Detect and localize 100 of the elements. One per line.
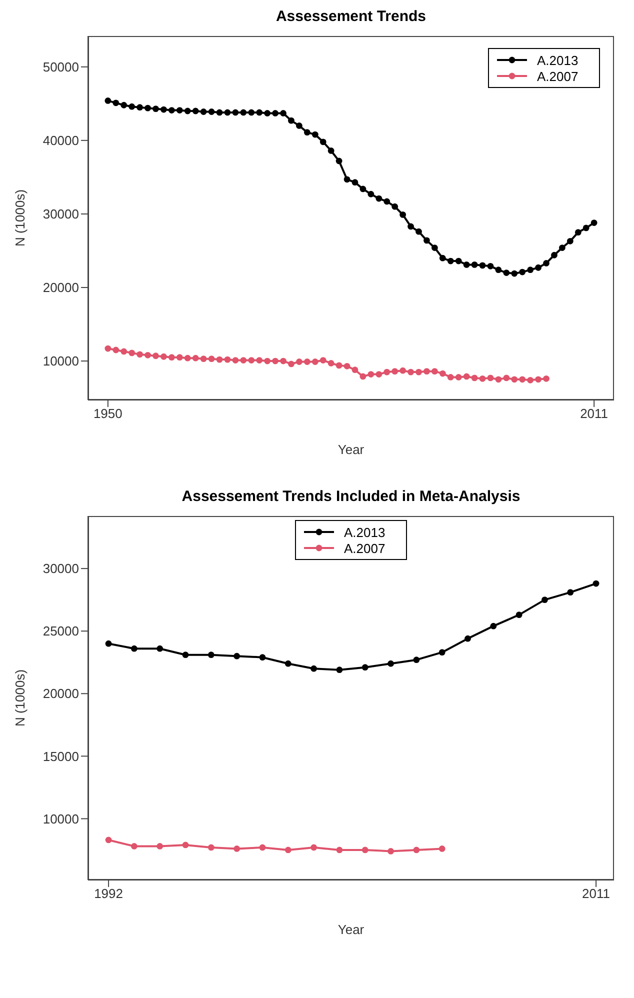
point	[104, 345, 112, 352]
point	[160, 353, 167, 360]
point	[152, 352, 159, 360]
legend-label: A.2007	[344, 540, 386, 556]
point	[259, 844, 266, 851]
point	[259, 654, 266, 661]
y-tick-label: 25000	[42, 624, 79, 639]
point	[310, 844, 317, 851]
point	[400, 367, 406, 374]
point	[208, 652, 214, 658]
point	[128, 350, 136, 356]
y-axis-title: N (1000s)	[12, 189, 28, 247]
point	[312, 358, 318, 365]
point	[464, 635, 471, 642]
point	[527, 376, 534, 384]
point	[511, 376, 518, 383]
point	[176, 354, 183, 361]
point	[105, 640, 112, 647]
point	[284, 660, 292, 667]
y-axis-title: N (1000s)	[12, 669, 28, 727]
legend-label: A.2013	[537, 52, 578, 68]
point	[182, 652, 189, 658]
x-axis-title: Year	[338, 442, 365, 457]
point	[208, 844, 214, 851]
y-tick-label: 10000	[42, 811, 79, 826]
y-tick-label: 30000	[42, 561, 79, 576]
point	[362, 664, 368, 671]
point	[112, 346, 120, 354]
point	[344, 362, 350, 370]
point	[431, 368, 438, 375]
point	[232, 357, 239, 364]
point	[463, 373, 470, 380]
point	[304, 358, 310, 365]
point	[388, 660, 394, 667]
point	[200, 356, 207, 362]
point	[336, 846, 343, 854]
point	[567, 589, 574, 596]
point	[424, 368, 430, 375]
y-tick-label: 15000	[42, 748, 79, 764]
point	[130, 645, 138, 652]
y-tick-label: 20000	[42, 686, 79, 702]
point	[388, 848, 394, 854]
point	[136, 351, 144, 358]
point	[408, 368, 414, 376]
point	[360, 373, 366, 380]
point	[352, 366, 358, 374]
point	[413, 656, 420, 664]
x-axis-title: Year	[338, 922, 365, 937]
point	[328, 360, 334, 366]
x-tick-label: 1992	[94, 886, 123, 902]
chart-title: Assessement Trends	[274, 8, 428, 26]
point	[208, 356, 215, 362]
point	[519, 376, 526, 383]
legend-label: A.2007	[537, 68, 578, 84]
point	[516, 612, 522, 618]
point	[542, 596, 548, 604]
point	[234, 652, 240, 660]
point	[284, 846, 292, 854]
legend-label: A.2013	[344, 524, 386, 540]
point	[362, 846, 368, 854]
point	[130, 843, 138, 850]
point	[447, 374, 454, 380]
point	[413, 846, 420, 854]
point	[296, 358, 302, 365]
y-tick-label: 20000	[42, 280, 79, 296]
point	[503, 374, 510, 382]
point	[288, 360, 294, 368]
point	[105, 836, 112, 844]
point	[592, 580, 600, 587]
point	[392, 368, 398, 375]
point	[416, 368, 422, 376]
point	[310, 665, 317, 672]
point	[234, 846, 240, 852]
point	[120, 348, 128, 355]
point	[438, 846, 446, 852]
x-tick-label: 2011	[582, 886, 610, 902]
point	[192, 354, 199, 362]
point	[384, 368, 390, 376]
point	[168, 354, 175, 361]
point	[495, 376, 502, 383]
y-tick-label: 50000	[42, 60, 79, 74]
point	[156, 645, 164, 652]
point	[248, 357, 255, 364]
point	[224, 356, 231, 363]
point	[216, 356, 223, 363]
point	[156, 843, 164, 850]
point	[336, 666, 343, 674]
point	[376, 371, 382, 378]
point	[535, 376, 542, 383]
y-tick-label: 10000	[42, 354, 79, 369]
point	[479, 375, 486, 382]
point	[264, 358, 271, 364]
point	[487, 374, 494, 382]
x-tick-label: 2011	[580, 406, 608, 422]
point	[184, 354, 191, 362]
point	[543, 375, 550, 382]
point	[336, 362, 342, 369]
point	[320, 357, 326, 364]
point	[240, 357, 247, 364]
point	[439, 370, 446, 377]
